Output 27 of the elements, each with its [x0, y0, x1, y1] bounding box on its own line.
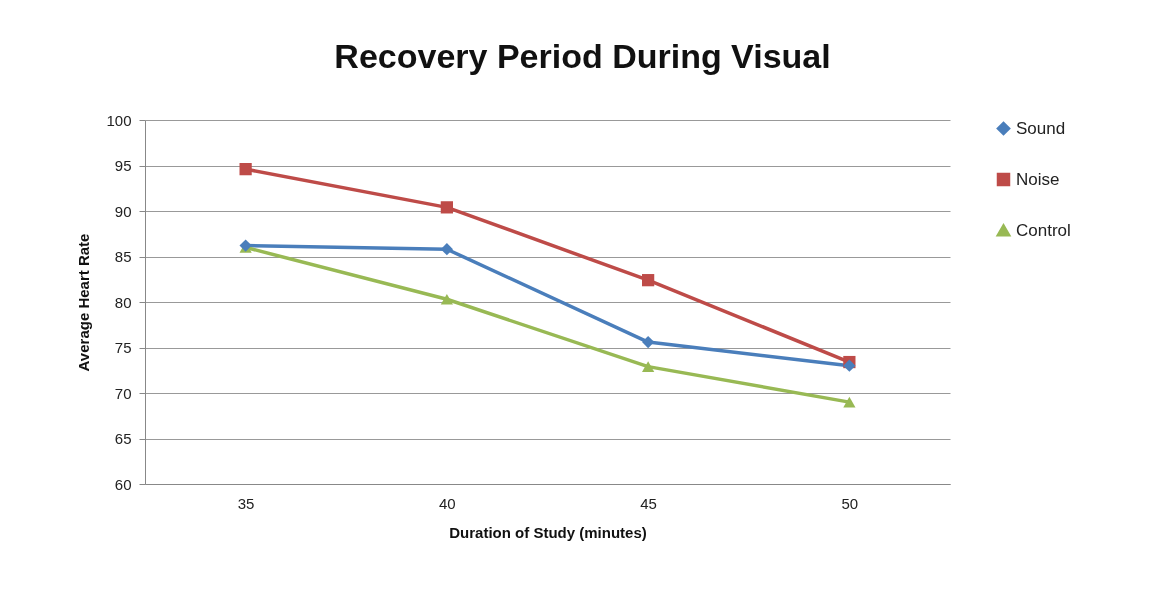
y-tick-label: 85 [114, 248, 132, 265]
point [843, 359, 856, 372]
y-tick-label: 100 [106, 111, 132, 129]
point [642, 274, 655, 287]
y-tick-label: 95 [114, 157, 132, 174]
legend-label: Noise [1016, 169, 1060, 189]
y-tick-label: 70 [114, 384, 132, 402]
y-tick-label: 60 [114, 475, 132, 493]
x-tick-label: 35 [237, 494, 255, 512]
x-tick-label: 45 [640, 494, 657, 512]
point [239, 163, 252, 176]
point [440, 201, 453, 214]
point [843, 396, 856, 408]
y-axis-title: Average Heart Rate [75, 233, 93, 372]
chart-title: Recovery Period During Visual [334, 37, 831, 75]
y-tick-label: 90 [114, 202, 132, 220]
y-tick-label: 65 [114, 430, 132, 447]
x-tick-label: 40 [439, 494, 456, 512]
y-tick-label: 80 [114, 293, 132, 311]
point [642, 335, 655, 349]
legend-label: Sound [1016, 118, 1066, 138]
x-axis-title: Duration of Study (minutes) [449, 523, 647, 541]
y-tick-label: 75 [114, 339, 132, 356]
legend-label: Control [1016, 220, 1071, 240]
x-tick-label: 50 [841, 494, 859, 512]
point [642, 361, 655, 372]
point [440, 293, 453, 305]
